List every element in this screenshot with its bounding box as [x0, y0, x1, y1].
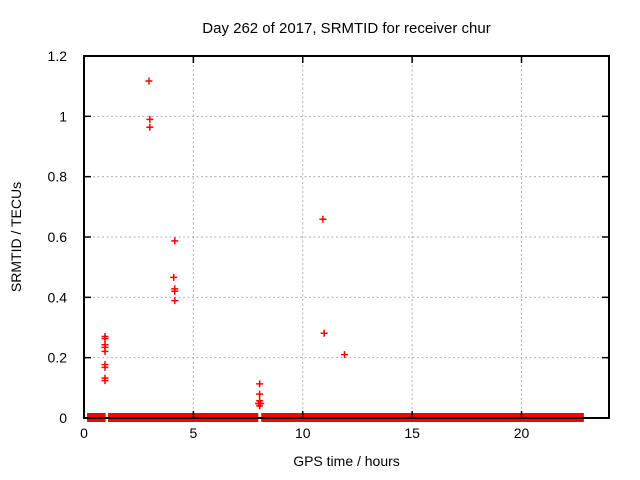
x-tick-label: 0 [80, 425, 88, 441]
data-point-marker [319, 215, 327, 223]
x-tick-label: 20 [514, 425, 530, 441]
data-point-marker [171, 297, 179, 305]
data-point-marker [256, 400, 264, 408]
x-tick-label: 15 [404, 425, 420, 441]
chart-title: Day 262 of 2017, SRMTID for receiver chu… [202, 20, 491, 37]
y-tick-label: 1.2 [48, 48, 68, 64]
data-point-marker [101, 335, 109, 343]
data-point-marker [101, 347, 109, 355]
y-tick-label: 0 [59, 410, 67, 426]
data-points [101, 77, 349, 410]
data-point-marker [101, 363, 109, 371]
y-tick-label: 0.8 [48, 169, 68, 185]
x-tick-label: 10 [295, 425, 311, 441]
data-point-marker [146, 123, 154, 131]
y-axis-label-text: SRMTID / TECUs [8, 181, 24, 293]
data-point-marker [171, 237, 179, 245]
data-point-marker [145, 77, 153, 85]
data-point-marker [171, 287, 179, 295]
data-point-marker [256, 380, 264, 388]
x-tick-label: 5 [189, 425, 197, 441]
y-tick-labels: 0 0.2 0.4 0.6 0.8 1 1.2 [48, 48, 68, 426]
y-tick-label: 0.2 [48, 350, 68, 366]
x-axis-label: GPS time / hours [293, 453, 400, 469]
data-point-marker [170, 273, 178, 281]
y-tick-label: 0.4 [48, 289, 68, 305]
data-point-marker [320, 329, 328, 337]
data-point-marker [146, 115, 154, 123]
y-tick-label: 0.6 [48, 229, 68, 245]
grid-lines [84, 56, 609, 418]
x-tick-labels: 0 5 10 15 20 [80, 425, 529, 441]
y-tick-label: 1 [59, 108, 67, 124]
data-point-marker [256, 390, 264, 398]
data-point-marker [101, 377, 109, 385]
tick-marks [83, 55, 609, 419]
data-point-marker [341, 351, 349, 359]
